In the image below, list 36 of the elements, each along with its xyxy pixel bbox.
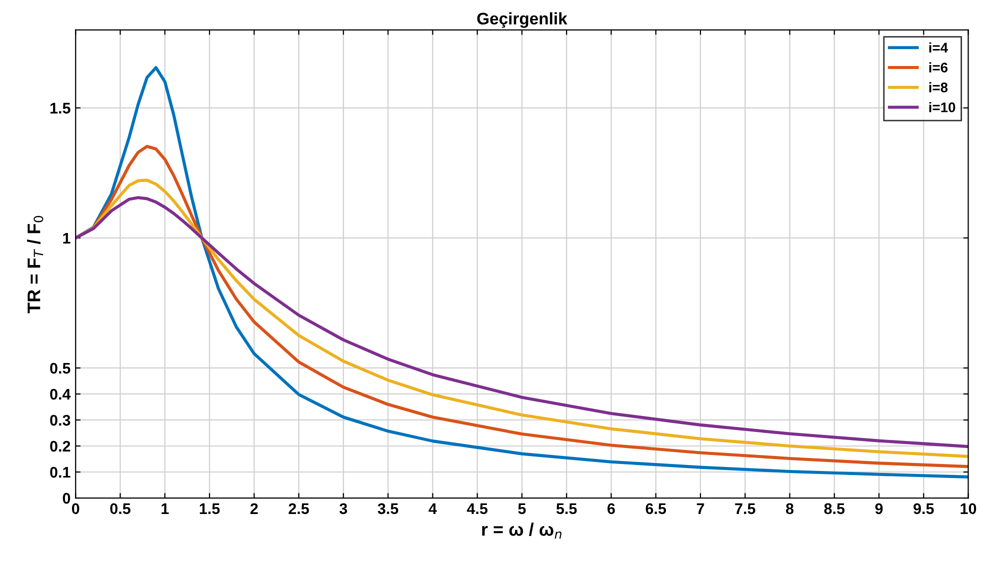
legend-label: i=8 [929, 82, 948, 92]
x-tick-label: 1.5 [200, 503, 220, 514]
x-tick-label: 0.5 [110, 503, 130, 514]
x-tick-label: 2.5 [288, 503, 309, 514]
x-tick-label: 9 [875, 503, 883, 514]
legend-label: i=10 [929, 102, 956, 112]
y-tick-label: 0.2 [50, 440, 70, 452]
y-axis-title: TR = F$_{T}$ / F$_{0}$ [27, 216, 44, 314]
x-tick-label: 9.5 [914, 503, 934, 514]
x-tick-label: 1 [162, 503, 169, 514]
y-tick-label: 0.1 [50, 466, 70, 478]
x-axis-title: r = ω / ω$_{n}$ [482, 522, 562, 539]
y-tick-label: 0.3 [50, 414, 70, 426]
x-tick-label: 8.5 [824, 503, 845, 514]
legend-label: i=4 [929, 42, 948, 52]
y-tick-label: 0.5 [50, 362, 70, 374]
y-tick-label: 1 [63, 232, 70, 244]
x-tick-label: 6 [608, 503, 615, 514]
x-tick-label: 3 [340, 503, 348, 514]
x-tick-label: 4.5 [466, 503, 488, 514]
x-tick-label: 0 [72, 503, 80, 514]
x-tick-label: 7 [696, 503, 704, 514]
x-tick-label: 2 [250, 503, 258, 514]
x-tick-label: 5.5 [556, 503, 577, 514]
chart-title: Geçirgenlik [477, 12, 568, 28]
x-tick-label: 8 [786, 503, 794, 514]
y-tick-label: 1.5 [50, 102, 70, 114]
y-tick-label: 0 [62, 492, 70, 504]
x-tick-label: 4 [428, 503, 437, 514]
legend-label: i=6 [929, 62, 948, 72]
x-tick-label: 6.5 [646, 503, 666, 514]
x-tick-label: 3.5 [378, 503, 398, 514]
x-tick-label: 7.5 [735, 503, 756, 514]
x-tick-label: 5 [518, 503, 526, 514]
x-tick-label: 10 [960, 503, 976, 514]
y-tick-label: 0.4 [50, 388, 71, 400]
